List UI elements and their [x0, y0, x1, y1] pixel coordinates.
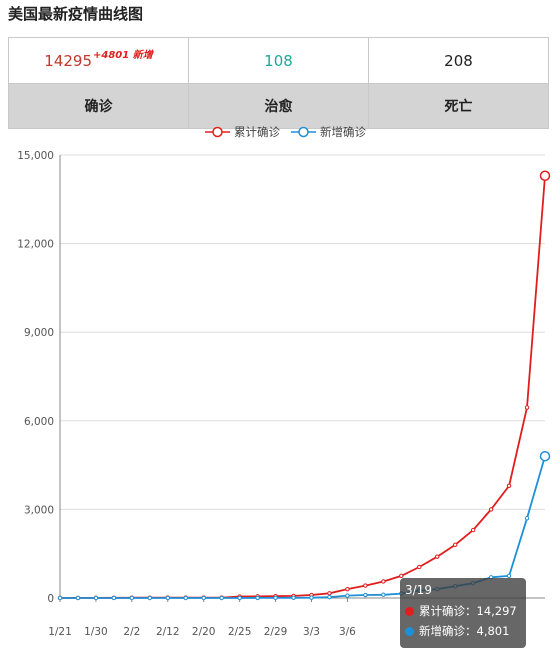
- cumulative-point: [539, 170, 551, 182]
- y-tick-label: 15,000: [17, 150, 54, 162]
- confirmed-value: 14295: [44, 51, 92, 70]
- new-dot-icon: [405, 627, 414, 636]
- cumulative-point: [363, 583, 368, 588]
- x-tick-label: 2/29: [264, 626, 288, 638]
- x-tick-label: 2/2: [123, 626, 140, 638]
- cumulative-point: [399, 573, 404, 579]
- new-point: [381, 592, 386, 597]
- cumulative-point: [345, 586, 350, 592]
- x-tick-label: 2/25: [228, 626, 252, 638]
- cumulative-point: [506, 483, 512, 488]
- new-point: [237, 595, 242, 601]
- new-point: [345, 593, 350, 598]
- cumulative-point: [381, 579, 386, 584]
- cumulative-point: [417, 564, 422, 570]
- new-point: [309, 595, 314, 600]
- y-tick-label: 0: [47, 593, 54, 605]
- new-point: [291, 595, 296, 600]
- new-point: [93, 595, 99, 601]
- y-tick-label: 9,000: [24, 327, 54, 339]
- confirmed-value-cell: 14295+4801 新增: [8, 37, 189, 84]
- legend-marker-icon: [298, 126, 309, 138]
- new-point: [327, 594, 332, 600]
- tooltip-date: 3/19: [405, 583, 432, 597]
- cumulative-point: [470, 527, 476, 533]
- cumulative-point: [524, 405, 530, 410]
- dead-label: 死亡: [368, 83, 549, 129]
- legend-label: 累计确诊: [234, 125, 280, 139]
- x-tick-label: 1/21: [48, 626, 72, 638]
- cured-label: 治愈: [188, 83, 369, 129]
- tooltip-row-new: 新增确诊：4,801: [405, 623, 509, 639]
- x-tick-label: 2/12: [156, 626, 180, 638]
- series: [57, 170, 551, 601]
- cumulative-line: [59, 175, 546, 599]
- tooltip-row-cumulative: 累计确诊：14,297: [405, 603, 517, 619]
- new-point: [506, 573, 512, 579]
- cumulative-point: [435, 554, 440, 559]
- new-point: [219, 595, 224, 601]
- y-tick-label: 3,000: [24, 504, 54, 516]
- cumulative-dot-icon: [405, 607, 414, 616]
- new-point: [524, 516, 530, 521]
- stats-table: 14295+4801 新增 108 208 确诊 治愈 死亡: [8, 37, 549, 129]
- tooltip-new-text: 新增确诊：4,801: [419, 624, 510, 638]
- y-tick-label: 12,000: [17, 239, 54, 251]
- cured-value: 108: [188, 37, 369, 84]
- new-point: [129, 595, 135, 601]
- grid-lines: [60, 154, 545, 510]
- confirmed-delta: +4801 新增: [93, 49, 153, 61]
- cumulative-point: [327, 591, 332, 596]
- new-point: [539, 450, 551, 462]
- new-point: [255, 595, 260, 601]
- x-tick-label: 1/30: [84, 626, 108, 638]
- new-point: [363, 592, 368, 598]
- cumulative-point: [452, 542, 458, 548]
- new-point: [75, 595, 81, 601]
- new-point: [201, 595, 206, 601]
- x-tick-label: 2/20: [192, 626, 216, 638]
- y-tick-label: 6,000: [24, 416, 54, 428]
- legend-marker-icon: [212, 126, 223, 138]
- chart-tooltip: 3/19 累计确诊：14,297 新增确诊：4,801: [400, 578, 526, 648]
- confirmed-label: 确诊: [8, 83, 189, 129]
- cumulative-point: [488, 507, 494, 512]
- x-tick-label: 3/6: [339, 626, 356, 638]
- new-point: [57, 595, 63, 601]
- new-point: [273, 595, 278, 601]
- legend-label: 新增确诊: [320, 125, 366, 139]
- new-point: [111, 595, 117, 601]
- tooltip-cumulative-text: 累计确诊：14,297: [419, 604, 517, 618]
- x-tick-label: 3/3: [303, 626, 320, 638]
- axes: 0 3,000 6,000 9,000 12,000 15,000 1/21 1/30 2/2 2…: [17, 150, 545, 638]
- legend: 累计确诊 新增确诊: [205, 125, 366, 139]
- page-title: 美国最新疫情曲线图: [8, 5, 144, 23]
- dead-value: 208: [368, 37, 549, 84]
- new-point: [165, 595, 170, 601]
- new-point: [183, 595, 188, 601]
- new-point: [147, 595, 153, 601]
- new-line: [60, 455, 546, 599]
